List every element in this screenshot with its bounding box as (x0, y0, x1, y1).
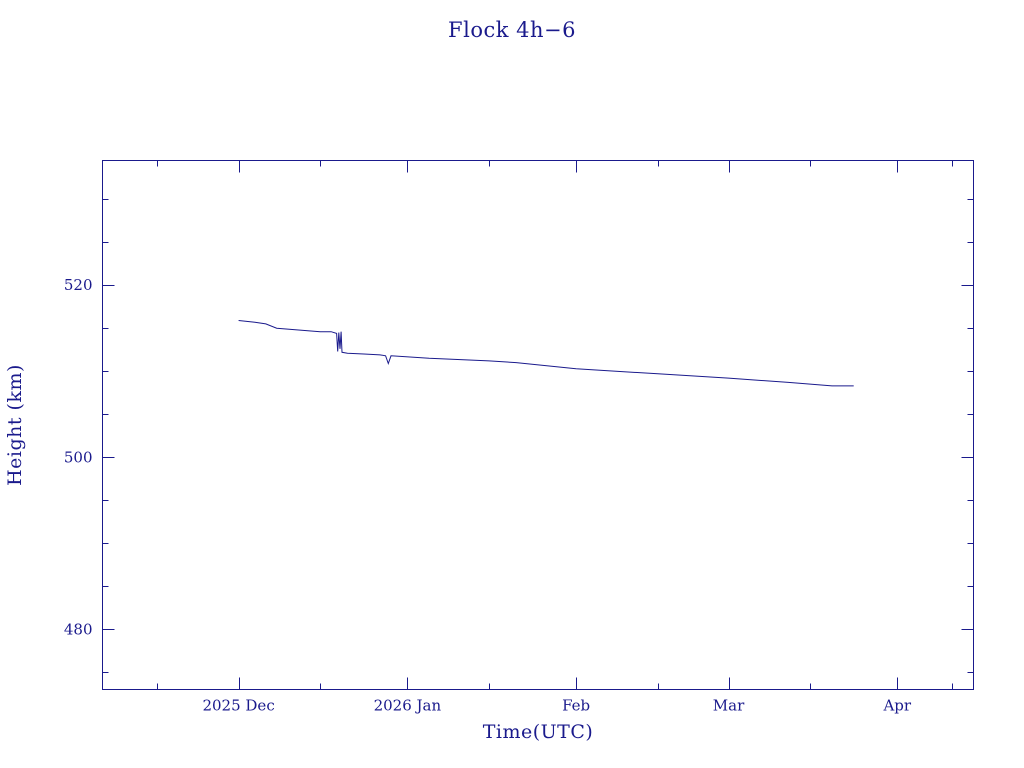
x-tick-label: 2026 Jan (374, 697, 442, 715)
x-tick-label: Mar (713, 697, 745, 715)
x-tick-label: Apr (882, 697, 911, 715)
x-axis: 2025 Dec 2026 Jan Feb Mar Apr (157, 160, 953, 715)
y-axis: 480 500 520 (64, 199, 974, 673)
y-tick-label: 480 (64, 620, 93, 638)
y-axis-label: Height (km) (4, 364, 26, 486)
series-line-0 (238, 320, 854, 387)
plot-frame (102, 160, 974, 690)
x-tick-label: Feb (562, 697, 590, 715)
y-tick-label: 520 (64, 276, 93, 294)
y-tick-label: 500 (64, 448, 93, 466)
x-axis-label: Time(UTC) (483, 721, 594, 743)
series-layer (238, 320, 854, 387)
chart-title: Flock 4h−6 (448, 18, 576, 42)
x-tick-label: 2025 Dec (202, 697, 274, 715)
